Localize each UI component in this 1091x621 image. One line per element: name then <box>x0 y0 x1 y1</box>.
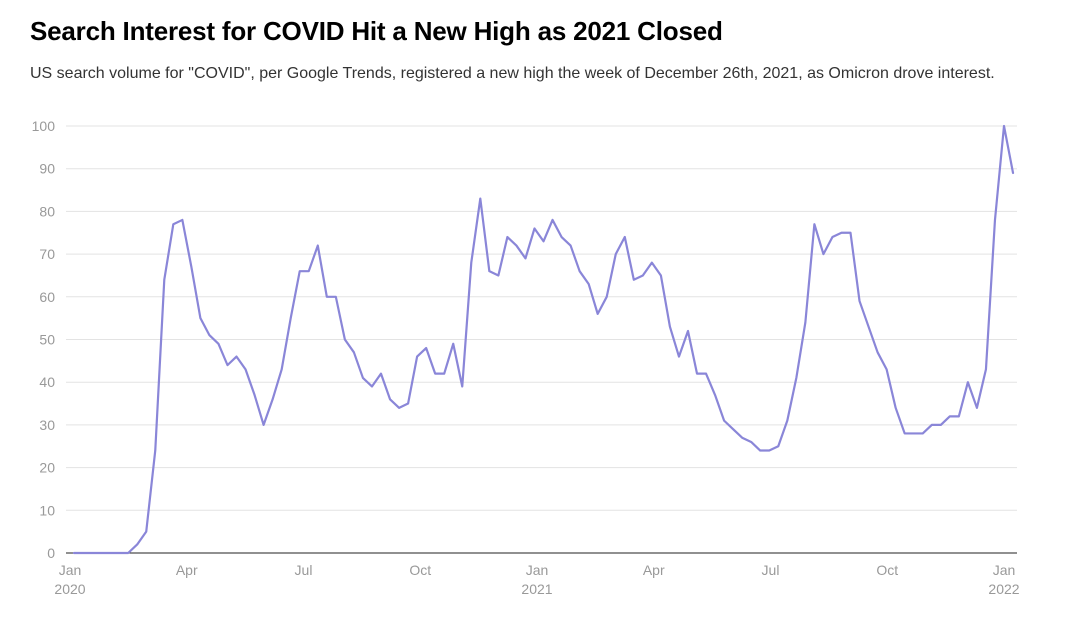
x-tick-label: Jan <box>526 562 549 578</box>
y-tick-label: 20 <box>39 460 55 476</box>
x-tick-sublabel: 2022 <box>988 581 1019 597</box>
x-tick-label: Jul <box>295 562 313 578</box>
y-tick-label: 60 <box>39 289 55 305</box>
x-tick-sublabel: 2021 <box>521 581 552 597</box>
x-tick-label: Apr <box>176 562 198 578</box>
x-tick-label: Apr <box>643 562 665 578</box>
x-tick-label: Jul <box>762 562 780 578</box>
y-tick-label: 90 <box>39 161 55 177</box>
x-tick-sublabel: 2020 <box>54 581 85 597</box>
y-tick-label: 10 <box>39 502 55 518</box>
x-tick-label: Oct <box>409 562 431 578</box>
y-tick-label: 30 <box>39 417 55 433</box>
chart-title: Search Interest for COVID Hit a New High… <box>30 16 723 46</box>
y-tick-label: 0 <box>47 545 55 561</box>
y-tick-label: 40 <box>39 374 55 390</box>
x-tick-label: Jan <box>59 562 82 578</box>
series-line-0 <box>72 124 1015 555</box>
x-tick-label: Jan <box>993 562 1016 578</box>
y-tick-label: 70 <box>39 246 55 262</box>
y-tick-label: 50 <box>39 332 55 348</box>
x-tick-label: Oct <box>876 562 898 578</box>
y-tick-label: 100 <box>32 118 56 134</box>
y-tick-label: 80 <box>39 203 55 219</box>
chart-subtitle: US search volume for "COVID", per Google… <box>30 65 995 82</box>
